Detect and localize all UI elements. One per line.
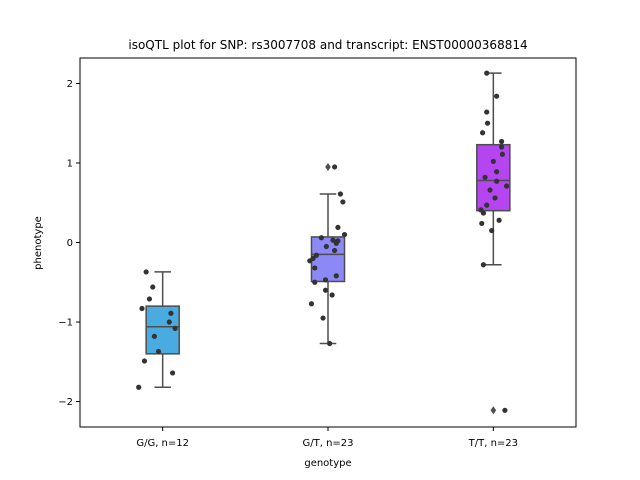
data-point xyxy=(480,262,487,268)
data-point xyxy=(335,224,341,230)
plot-area xyxy=(136,70,511,415)
data-point xyxy=(322,287,329,293)
data-point xyxy=(146,296,153,302)
x-tick-label: T/T, n=23 xyxy=(468,438,518,449)
y-tick-label: 2 xyxy=(67,79,73,90)
data-point xyxy=(320,315,326,321)
data-point xyxy=(150,284,156,290)
data-point xyxy=(308,301,315,307)
data-point xyxy=(323,243,329,250)
chart-title: isoQTL plot for SNP: rs3007708 and trans… xyxy=(128,38,527,52)
data-point xyxy=(490,158,496,164)
y-tick-label: 1 xyxy=(67,158,73,169)
data-point xyxy=(332,164,338,170)
data-point xyxy=(155,348,162,355)
data-point xyxy=(494,178,500,184)
data-point xyxy=(333,273,339,279)
data-point xyxy=(337,191,343,197)
data-point xyxy=(168,310,174,316)
data-point xyxy=(332,247,338,254)
data-point xyxy=(487,187,493,193)
data-point xyxy=(310,255,316,262)
data-point xyxy=(499,151,506,157)
data-point xyxy=(312,279,318,285)
data-point xyxy=(484,70,490,76)
outlier-marker xyxy=(325,162,331,171)
data-point xyxy=(492,195,498,201)
outlier-marker xyxy=(490,406,497,415)
data-point xyxy=(340,199,346,205)
data-point xyxy=(136,384,142,390)
data-point xyxy=(482,174,488,180)
data-point xyxy=(166,319,172,325)
data-point xyxy=(484,109,490,115)
data-point xyxy=(480,210,487,216)
box xyxy=(310,236,346,283)
data-point xyxy=(151,333,157,339)
y-axis: −2 −1 0 1 2 xyxy=(58,79,80,408)
data-point xyxy=(494,169,500,175)
data-point xyxy=(341,231,348,238)
data-point xyxy=(479,130,486,136)
box-group xyxy=(476,72,511,415)
data-point xyxy=(503,183,510,189)
data-point xyxy=(489,227,495,234)
data-point xyxy=(312,265,318,271)
x-axis: G/G, n=12 G/T, n=23 T/T, n=23 xyxy=(136,427,518,449)
data-point xyxy=(318,235,324,241)
data-point xyxy=(141,358,148,364)
y-tick-label: 0 xyxy=(67,238,73,249)
y-tick-label: −1 xyxy=(58,318,73,329)
data-point xyxy=(322,277,329,283)
data-point xyxy=(172,325,178,331)
data-point xyxy=(327,340,333,347)
y-axis-label: phenotype xyxy=(33,216,44,270)
x-axis-label: genotype xyxy=(304,458,351,469)
data-point xyxy=(496,217,502,223)
data-point xyxy=(499,138,505,145)
y-tick-label: −2 xyxy=(58,397,73,408)
data-point xyxy=(169,370,176,376)
data-point xyxy=(143,269,149,275)
x-tick-label: G/G, n=12 xyxy=(136,438,189,449)
data-point xyxy=(139,305,145,312)
data-point xyxy=(330,237,336,243)
data-point xyxy=(484,202,490,208)
data-point xyxy=(499,144,505,150)
data-point xyxy=(494,93,500,99)
data-point xyxy=(329,292,335,298)
data-point xyxy=(335,238,341,244)
data-point xyxy=(502,407,508,413)
data-point xyxy=(479,220,485,227)
x-tick-label: G/T, n=23 xyxy=(302,438,353,449)
box-group xyxy=(310,162,346,345)
data-point xyxy=(484,120,491,126)
data-point xyxy=(313,252,320,258)
